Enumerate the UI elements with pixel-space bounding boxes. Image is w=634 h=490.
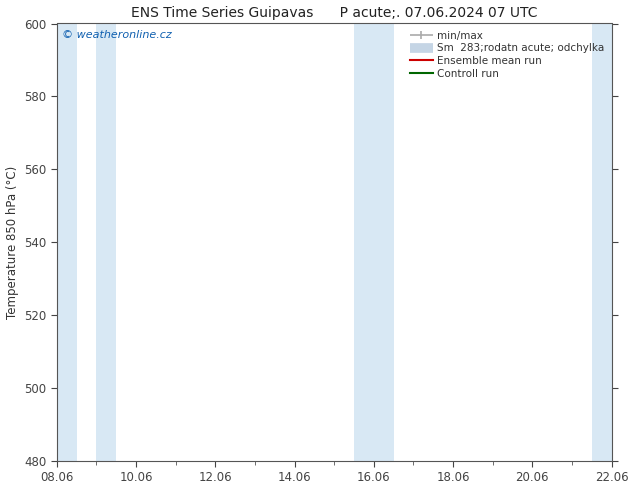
Bar xyxy=(96,24,116,461)
Bar xyxy=(592,24,612,461)
Text: © weatheronline.cz: © weatheronline.cz xyxy=(62,30,172,40)
Title: ENS Time Series Guipavas      P acute;. 07.06.2024 07 UTC: ENS Time Series Guipavas P acute;. 07.06… xyxy=(131,5,538,20)
Bar xyxy=(354,24,374,461)
Bar xyxy=(57,24,77,461)
Y-axis label: Temperature 850 hPa (°C): Temperature 850 hPa (°C) xyxy=(6,166,18,319)
Bar xyxy=(374,24,394,461)
Legend: min/max, Sm  283;rodatn acute; odchylka, Ensemble mean run, Controll run: min/max, Sm 283;rodatn acute; odchylka, … xyxy=(408,29,607,81)
